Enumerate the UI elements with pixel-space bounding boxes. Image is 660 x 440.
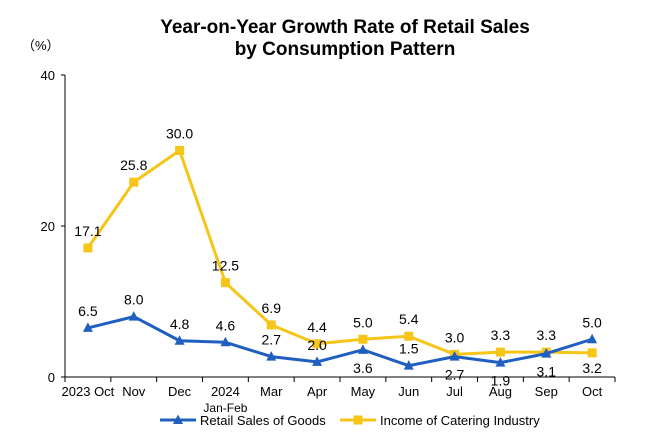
data-labels: 6.5 8.0 4.8 4.6 2.7 2.0 3.6 1.5 2.7 1.9 3.1 5.0 17.1…	[74, 126, 602, 389]
y-tick-label: 0	[48, 370, 55, 385]
series-point-goods	[266, 351, 277, 361]
x-tick-label: Apr	[307, 384, 328, 399]
series-point-catering	[83, 243, 93, 253]
series-layer	[82, 146, 598, 370]
data-label: 30.0	[166, 126, 193, 142]
series-point-goods	[82, 322, 93, 332]
series-point-goods	[357, 344, 368, 354]
series-point-catering	[266, 320, 276, 330]
series-point-catering	[404, 331, 414, 341]
legend-label-goods: Retail Sales of Goods	[200, 413, 326, 428]
series-point-catering	[358, 334, 368, 344]
x-tick-sublabel: Jan-Feb	[203, 401, 247, 415]
x-tick-label: Nov	[122, 384, 146, 399]
series-point-goods	[541, 348, 552, 358]
data-label: 3.6	[353, 360, 373, 376]
legend-marker-goods	[173, 414, 183, 424]
series-point-goods	[495, 357, 506, 367]
data-label: 1.5	[399, 341, 419, 357]
y-tick-label: 20	[41, 219, 55, 234]
data-label: 3.0	[445, 329, 465, 345]
series-point-catering	[129, 177, 139, 187]
data-label: 3.3	[491, 327, 511, 343]
data-label: 2.7	[445, 367, 465, 383]
x-tick-label: Dec	[168, 384, 192, 399]
legend-label-catering: Income of Catering Industry	[380, 413, 540, 428]
series-line-0	[87, 315, 593, 368]
data-label: 6.9	[262, 300, 282, 316]
series-point-goods	[587, 333, 598, 344]
x-tick-label: Jun	[398, 384, 419, 399]
x-tick-label: May	[351, 384, 376, 399]
series-point-goods	[128, 311, 139, 321]
axes: 0 20 40 2023 Oct Nov Dec 2024 Mar Apr May Jun Jul Au…	[41, 68, 616, 415]
chart-title-line1: Year-on-Year Growth Rate of Retail Sales	[160, 17, 530, 38]
data-label: 12.5	[212, 258, 239, 274]
series-point-goods	[403, 360, 414, 370]
x-tick-label: Oct	[582, 384, 603, 399]
data-label: 2.0	[307, 337, 327, 353]
data-label: 8.0	[124, 292, 144, 308]
data-label: 4.6	[216, 317, 236, 333]
series-point-goods	[312, 356, 323, 366]
y-axis-unit: （%）	[22, 38, 60, 53]
x-tick-label: Jul	[446, 384, 463, 399]
data-label: 6.5	[78, 303, 98, 319]
x-tick-label: Aug	[489, 384, 512, 399]
legend: Retail Sales of Goods Income of Catering …	[160, 413, 540, 428]
series-point-goods	[220, 336, 231, 347]
x-tick-label: Sep	[535, 384, 558, 399]
data-label: 3.2	[582, 360, 602, 376]
x-tick-label: Mar	[260, 384, 283, 399]
data-label: 25.8	[120, 157, 147, 173]
series-point-catering	[175, 146, 185, 155]
legend-marker-catering	[353, 415, 363, 425]
x-tick-label: 2023 Oct	[62, 384, 115, 399]
chart-title-line2: by Consumption Pattern	[235, 39, 456, 60]
series-point-goods	[449, 351, 460, 361]
data-label: 17.1	[74, 223, 101, 239]
series-point-catering	[220, 278, 230, 288]
y-tick-label: 40	[41, 68, 55, 83]
x-tick-label: 2024	[211, 384, 240, 399]
data-label: 4.8	[170, 316, 190, 332]
series-point-catering	[312, 339, 322, 349]
series-point-goods	[174, 335, 185, 345]
data-label: 3.1	[537, 364, 557, 380]
data-label: 5.4	[399, 311, 419, 327]
data-label: 2.7	[262, 332, 282, 348]
data-label: 1.9	[491, 373, 511, 389]
series-line-1	[86, 149, 593, 356]
data-label: 5.0	[582, 314, 602, 330]
data-label: 4.4	[307, 319, 327, 335]
series-point-catering	[587, 348, 597, 358]
series-point-catering	[495, 347, 505, 357]
data-label: 3.3	[537, 327, 557, 343]
data-label: 5.0	[353, 314, 373, 330]
